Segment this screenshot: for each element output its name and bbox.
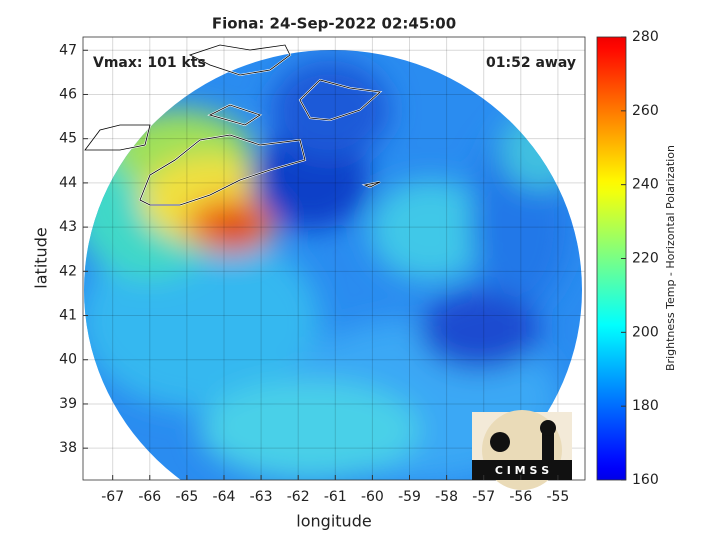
x-tick-label: -59	[398, 489, 421, 505]
colorbar-tick-label: 220	[632, 251, 659, 267]
colorbar-label: Brightness Temp - Horizontal Polarizatio…	[664, 145, 677, 371]
logo: C I M S S	[472, 410, 572, 490]
y-tick-label: 42	[59, 263, 77, 279]
x-tick-label: -58	[435, 489, 458, 505]
x-tick-label: -62	[287, 489, 310, 505]
x-tick-label: -66	[138, 489, 161, 505]
y-tick-label: 46	[59, 86, 77, 102]
colorbar-tick-label: 200	[632, 324, 659, 340]
annotation: Vmax: 101 kts	[93, 55, 206, 71]
x-tick-label: -61	[324, 489, 347, 505]
colorbar-tick-label: 260	[632, 103, 659, 119]
y-tick-label: 47	[59, 42, 77, 58]
colorbar-tick-label: 160	[632, 472, 659, 488]
y-axis-label: latitude	[32, 227, 51, 288]
x-tick-label: -67	[101, 489, 124, 505]
y-tick-label: 45	[59, 131, 77, 147]
colorbar-tick-label: 180	[632, 398, 659, 414]
y-tick-label: 44	[59, 175, 77, 191]
x-axis-label: longitude	[296, 512, 371, 531]
x-tick-label: -60	[361, 489, 384, 505]
x-tick-label: -65	[175, 489, 198, 505]
x-tick-label: -64	[213, 489, 236, 505]
y-tick-label: 38	[59, 440, 77, 456]
annotation: 01:52 away	[486, 55, 576, 71]
chart-title: Fiona: 24-Sep-2022 02:45:00	[212, 15, 456, 33]
logo-text: C I M S S	[495, 464, 549, 477]
swath-image	[83, 43, 582, 480]
x-tick-label: -56	[509, 489, 532, 505]
y-tick-label: 39	[59, 396, 77, 412]
x-tick-label: -63	[250, 489, 273, 505]
colorbar-tick-label: 240	[632, 177, 659, 193]
x-tick-label: -57	[472, 489, 495, 505]
colorbar-tick-label: 280	[632, 29, 659, 45]
y-tick-label: 41	[59, 308, 77, 324]
y-tick-label: 40	[59, 352, 77, 368]
plot-frame	[82, 36, 586, 481]
x-tick-label: -55	[546, 489, 569, 505]
y-tick-label: 43	[59, 219, 77, 235]
